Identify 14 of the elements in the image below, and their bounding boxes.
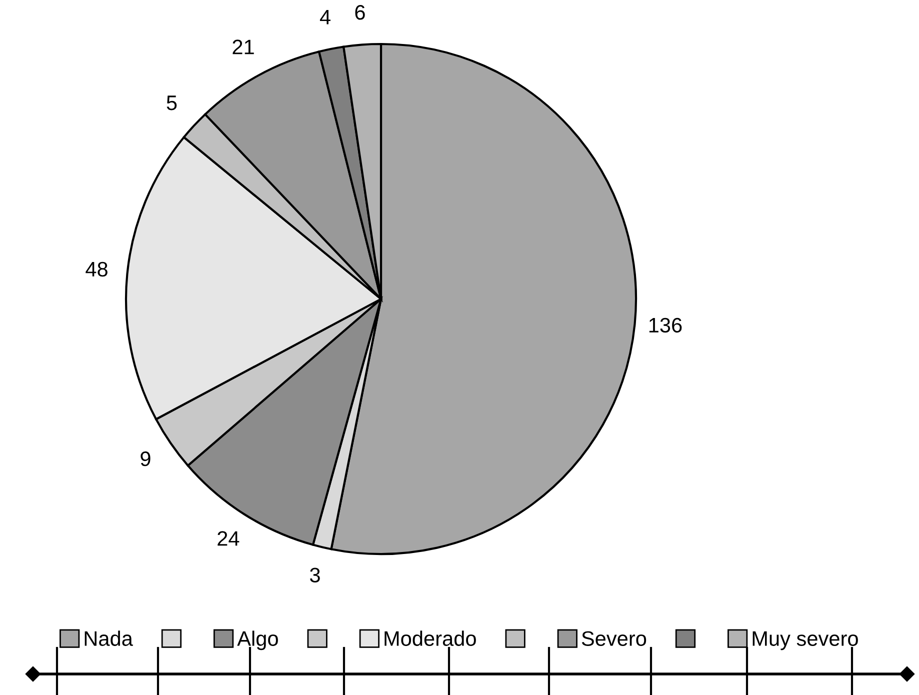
data-label: 3 xyxy=(310,568,320,582)
legend-label: Nada xyxy=(84,630,133,646)
legend-label: Severo xyxy=(582,631,646,646)
legend-label: Muy severo xyxy=(752,631,858,650)
data-label: 21 xyxy=(232,40,254,54)
data-label: 24 xyxy=(218,531,240,546)
data-label: 9 xyxy=(140,451,150,466)
data-label: 136 xyxy=(649,318,682,333)
legend-label: Moderado xyxy=(384,630,476,646)
data-label: 6 xyxy=(355,5,365,20)
data-label: 48 xyxy=(86,262,108,277)
data-label: 4 xyxy=(320,10,330,24)
data-label: 5 xyxy=(166,96,177,110)
legend-label: Algo xyxy=(237,630,278,650)
